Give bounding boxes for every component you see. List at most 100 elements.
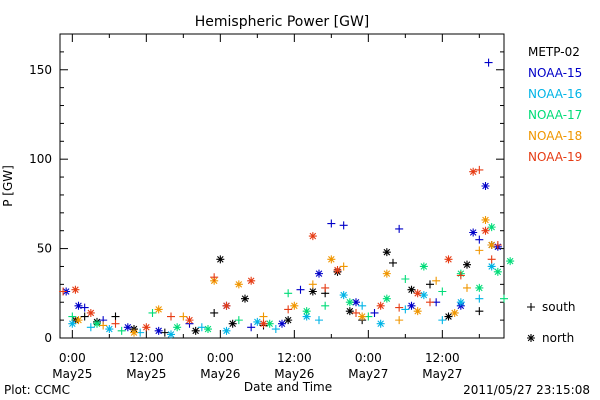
south-marker [68, 312, 77, 321]
series-noaa-18 [74, 215, 496, 337]
y-tick-label: 150 [29, 63, 52, 77]
x-axis-label: Date and Time [244, 380, 332, 394]
north-marker [228, 319, 237, 328]
south-marker [80, 312, 89, 321]
south-marker [80, 303, 89, 312]
legend-item-noaa-19: NOAA-19 [528, 150, 582, 164]
north-marker [86, 308, 95, 317]
north-marker [234, 280, 243, 289]
south-marker [475, 165, 484, 174]
south-marker [284, 305, 293, 314]
south-marker [493, 241, 502, 250]
north-marker [407, 301, 416, 310]
legend-item-noaa-15: NOAA-15 [528, 66, 582, 80]
south-marker [117, 326, 126, 335]
south-marker [395, 303, 404, 312]
south-marker [339, 262, 348, 271]
south-marker [438, 287, 447, 296]
north-marker [419, 291, 428, 300]
south-marker [484, 58, 493, 67]
south-marker [296, 285, 305, 294]
north-marker [308, 287, 317, 296]
north-marker [105, 325, 114, 334]
north-marker [259, 319, 268, 328]
series-noaa-19 [59, 165, 502, 332]
marker-legend-label: south [542, 300, 576, 314]
north-marker [481, 226, 490, 235]
south-marker [179, 312, 188, 321]
x-tick-time-label: 0:00 [59, 351, 86, 365]
north-marker [302, 307, 311, 316]
north-marker [382, 269, 391, 278]
south-marker [339, 221, 348, 230]
north-marker [481, 182, 490, 190]
x-tick-labels: 0:00 May25 12:00 May25 0:00 May26 12:00 May26 0:… [52, 351, 462, 381]
x-tick-day-label: May27 [422, 367, 462, 381]
south-marker [475, 235, 484, 244]
north-marker [463, 260, 471, 269]
north-marker [302, 312, 311, 321]
north-marker [450, 308, 459, 317]
north-marker [142, 323, 151, 332]
north-marker [247, 276, 256, 285]
south-marker [259, 312, 268, 321]
north-marker [154, 326, 163, 335]
south-marker [527, 303, 535, 311]
south-marker [210, 273, 219, 282]
y-tick-label: 50 [37, 242, 52, 256]
north-marker [74, 301, 83, 310]
north-marker [382, 294, 391, 303]
south-marker [86, 323, 95, 332]
north-marker [419, 262, 428, 271]
x-tick-day-label: May26 [200, 367, 240, 381]
north-marker [358, 312, 367, 321]
south-marker [463, 283, 471, 292]
x-tick-time-label: 0:00 [355, 351, 382, 365]
series-noaa-16 [68, 262, 496, 339]
south-marker [59, 287, 68, 296]
marker-legend-south: south [527, 300, 576, 314]
south-marker [160, 328, 169, 337]
y-tick-label: 0 [44, 331, 52, 345]
marker-legend-north: north [527, 331, 574, 345]
north-marker [413, 289, 422, 298]
south-marker [352, 308, 360, 317]
x-tick-day-label: May25 [126, 367, 166, 381]
footer-plot-source: Plot: CCMC [4, 383, 70, 397]
north-marker [327, 255, 336, 264]
x-tick-time-label: 12:00 [425, 351, 460, 365]
north-marker [475, 283, 484, 292]
south-marker [370, 308, 379, 317]
north-marker [527, 334, 535, 342]
north-marker [154, 305, 163, 314]
north-marker [376, 319, 385, 328]
north-marker [469, 228, 478, 237]
north-marker [93, 319, 101, 328]
north-marker [333, 266, 342, 275]
x-tick-time-label: 12:00 [129, 351, 164, 365]
legend-item-noaa-16: NOAA-16 [528, 87, 582, 101]
x-tick-day-label: May27 [348, 367, 388, 381]
x-tick-day-label: May25 [52, 367, 92, 381]
north-marker [456, 298, 465, 307]
south-marker [475, 294, 484, 303]
north-marker [444, 255, 453, 264]
north-marker [74, 316, 83, 325]
north-marker [493, 267, 502, 276]
north-marker [339, 291, 348, 300]
north-marker [469, 167, 478, 176]
north-marker [487, 223, 496, 232]
data-points [59, 58, 515, 339]
axis-ticks [60, 33, 504, 339]
south-marker [321, 301, 330, 310]
south-marker [487, 255, 496, 264]
south-marker [401, 274, 410, 283]
north-marker [345, 307, 354, 316]
south-marker [401, 305, 410, 314]
north-marker [487, 262, 496, 271]
y-tick-labels: 0 50 100 150 [29, 63, 52, 345]
north-marker [376, 301, 385, 310]
plot-frame [59, 33, 505, 339]
x-tick-time-label: 12:00 [277, 351, 312, 365]
